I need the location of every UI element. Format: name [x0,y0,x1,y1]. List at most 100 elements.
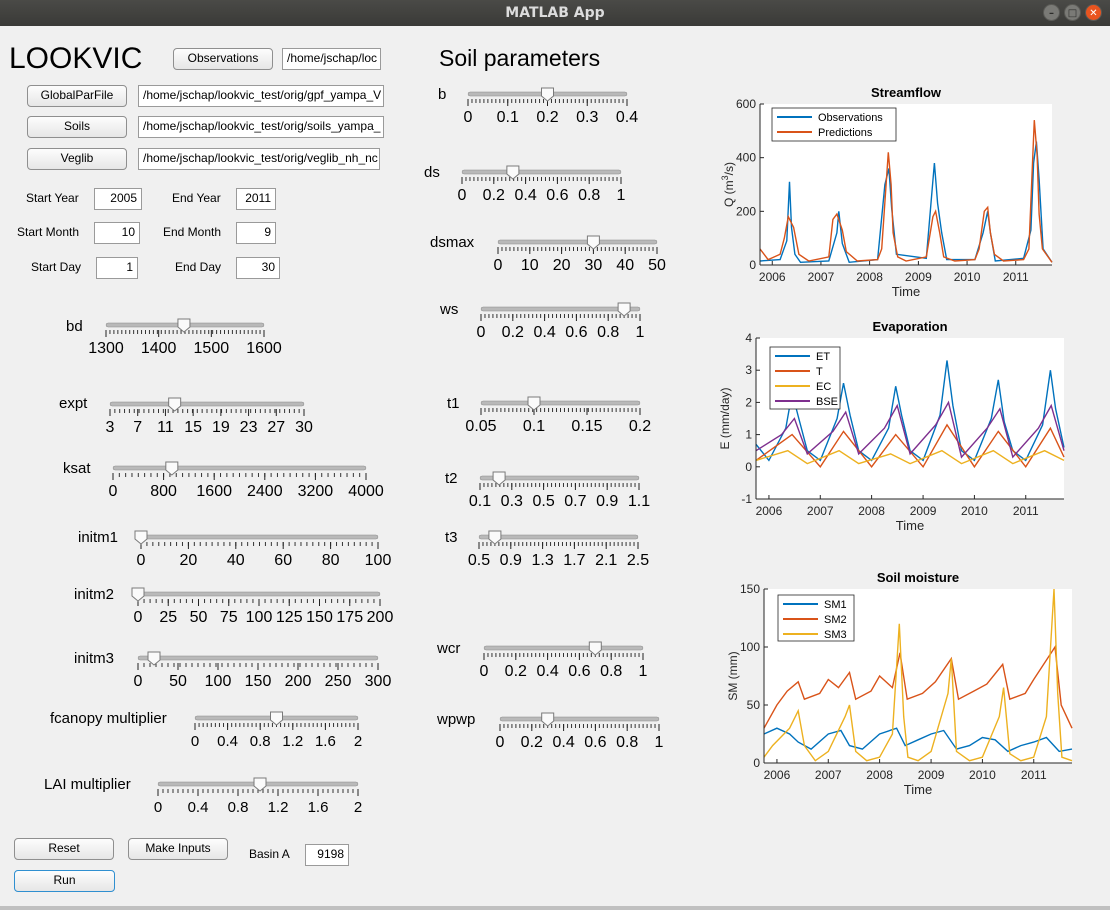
initm2-tick-label: 50 [190,609,208,626]
legend-label: SM2 [824,614,847,626]
wpwp-slider-track[interactable] [499,716,660,722]
lai-multiplier-slider[interactable]: 0 0.4 0.8 1.2 1.6 2 [128,776,388,820]
veglib-path-field[interactable]: /home/jschap/lookvic_test/orig/veglib_nh… [138,148,380,170]
t3-slider[interactable]: 0.5 0.9 1.3 1.7 2.1 2.5 [449,529,668,573]
bd-slider[interactable]: 1300 1400 1500 1600 [76,317,294,361]
veglib-button[interactable]: Veglib [27,148,127,170]
ds-slider-track[interactable] [461,169,622,175]
globalparfile-path-field[interactable]: /home/jschap/lookvic_test/orig/gpf_yampa… [138,85,384,107]
fcanopy-multiplier-tick-label: 0 [191,733,199,750]
start-year-field[interactable]: 2005 [94,188,142,210]
series-line-sm2 [763,644,1073,729]
basin-field[interactable]: 9198 [305,844,349,866]
x-tick-label: 2009 [905,270,932,284]
start-month-field[interactable]: 10 [94,222,140,244]
initm1-tick-label: 60 [274,552,292,569]
wpwp-slider[interactable]: 0 0.2 0.4 0.6 0.8 1 [470,711,689,755]
observations-button[interactable]: Observations [173,48,273,70]
initm1-slider-label: initm1 [78,529,119,546]
fcanopy-multiplier-slider-thumb[interactable] [270,711,283,726]
observations-path-field[interactable]: /home/jschap/loc [282,48,381,70]
x-axis-label: Time [896,518,924,533]
end-month-field[interactable]: 9 [236,222,276,244]
series-line-predictions [759,120,1053,263]
fcanopy-multiplier-slider[interactable]: 0 0.4 0.8 1.2 1.6 2 [165,710,388,754]
initm3-slider-thumb[interactable] [147,651,161,666]
expt-slider[interactable]: 3 7 11 15 19 23 27 30 [80,396,334,440]
t1-slider[interactable]: 0.05 0.1 0.15 0.2 [451,395,670,439]
fcanopy-multiplier-tick-label: 2 [354,733,362,750]
t2-slider-track[interactable] [479,475,640,481]
ds-slider[interactable]: 0 0.2 0.4 0.6 0.8 1 [432,164,651,208]
t3-tick-label: 1.3 [531,552,553,569]
end-year-label: End Year [172,191,221,205]
t3-slider-thumb[interactable] [488,530,502,545]
x-axis-label: Time [892,284,920,299]
initm1-slider-thumb[interactable] [134,530,148,545]
y-tick-label: 0 [753,756,760,770]
dsmax-tick-label: 50 [648,257,666,274]
dsmax-slider[interactable]: 0 10 20 30 40 50 [468,234,687,278]
wpwp-tick-label: 1 [655,734,664,751]
t1-slider-thumb[interactable] [527,396,541,411]
initm3-slider[interactable]: 0 50 100 150 200 250 300 [108,650,408,694]
ds-tick-label: 0.4 [514,187,536,204]
lai-multiplier-slider-thumb[interactable] [253,777,267,792]
end-day-field[interactable]: 30 [236,257,280,279]
make-inputs-button[interactable]: Make Inputs [128,838,228,860]
wcr-slider-thumb[interactable] [588,641,602,656]
dsmax-slider-track[interactable] [497,239,658,245]
legend-label: SM1 [824,599,847,611]
minimize-icon[interactable]: – [1043,4,1060,21]
b-tick-label: 0.3 [576,109,598,126]
initm2-slider[interactable]: 0 25 50 75 100 125 150 175 200 [108,586,410,630]
expt-tick-label: 27 [267,419,285,436]
fcanopy-multiplier-tick-label: 1.2 [282,733,303,750]
ds-tick-label: 0.6 [546,187,568,204]
t2-tick-label: 0.1 [469,493,491,510]
expt-slider-thumb[interactable] [168,397,182,412]
end-year-field[interactable]: 2011 [236,188,276,210]
close-icon[interactable]: ✕ [1085,4,1102,21]
expt-slider-track[interactable] [109,401,305,407]
maximize-icon[interactable]: □ [1064,4,1081,21]
t2-slider[interactable]: 0.1 0.3 0.5 0.7 0.9 1.1 [450,470,669,514]
bd-slider-label: bd [66,318,83,335]
globalparfile-button[interactable]: GlobalParFile [27,85,127,107]
expt-tick-label: 7 [133,419,142,436]
wpwp-slider-thumb[interactable] [541,712,555,727]
start-day-field[interactable]: 1 [96,257,138,279]
initm2-tick-label: 175 [336,609,363,626]
ws-slider[interactable]: 0 0.2 0.4 0.6 0.8 1 [451,301,670,345]
basin-label: Basin A [249,847,290,861]
chart-legend: ET T EC BSE [769,346,841,410]
x-tick-label: 2008 [866,768,893,782]
ksat-slider-thumb[interactable] [165,461,179,476]
initm1-slider[interactable]: 0 20 40 60 80 100 [111,529,408,573]
series-line-t [755,423,1065,469]
t3-tick-label: 0.9 [500,552,522,569]
ksat-tick-label: 4000 [348,483,384,500]
wcr-slider[interactable]: 0 0.2 0.4 0.6 0.8 1 [454,640,673,684]
ksat-slider[interactable]: 0 800 1600 2400 3200 4000 [83,460,396,504]
run-button[interactable]: Run [14,870,115,892]
t3-slider-track[interactable] [478,534,639,540]
legend-label: SM3 [824,629,847,641]
bd-slider-thumb[interactable] [177,318,191,333]
reset-button[interactable]: Reset [14,838,114,860]
initm3-slider-track[interactable] [137,655,379,661]
soils-button[interactable]: Soils [27,116,127,138]
t2-slider-thumb[interactable] [492,471,506,486]
ws-slider-thumb[interactable] [617,302,631,317]
bd-tick-label: 1400 [141,340,177,357]
dsmax-slider-thumb[interactable] [586,235,600,250]
b-slider-thumb[interactable] [541,87,554,102]
b-slider[interactable]: 0 0.1 0.2 0.3 0.4 [438,86,657,130]
ds-slider-thumb[interactable] [506,165,520,180]
soils-path-field[interactable]: /home/jschap/lookvic_test/orig/soils_yam… [138,116,384,138]
ws-slider-track[interactable] [480,306,641,312]
dsmax-tick-label: 30 [585,257,603,274]
wcr-slider-track[interactable] [483,645,644,651]
initm2-slider-thumb[interactable] [131,587,145,602]
t1-slider-track[interactable] [480,400,641,406]
